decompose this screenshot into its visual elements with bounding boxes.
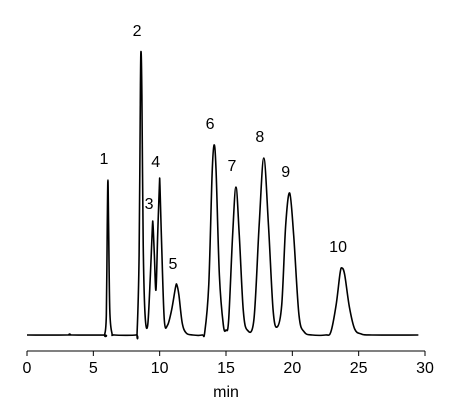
peak-label: 1	[99, 151, 108, 168]
peak-label: 4	[151, 154, 160, 171]
x-axis-label: min	[213, 384, 239, 401]
x-tick-label: 5	[89, 360, 98, 377]
peak-label: 8	[255, 129, 264, 146]
x-tick-label: 25	[350, 360, 368, 377]
peak-label: 9	[281, 164, 290, 181]
peak-label: 5	[168, 256, 177, 273]
peak-label: 7	[227, 158, 236, 175]
x-tick-label: 0	[23, 360, 32, 377]
peak-label: 10	[329, 239, 347, 256]
x-tick-label: 20	[283, 360, 301, 377]
trace	[26, 50, 419, 340]
peak-label: 2	[133, 23, 142, 40]
peak-label: 6	[206, 116, 215, 133]
x-tick-label: 15	[217, 360, 235, 377]
x-tick-label: 30	[416, 360, 434, 377]
x-tick-label: 10	[151, 360, 169, 377]
peak-label: 3	[145, 196, 154, 213]
